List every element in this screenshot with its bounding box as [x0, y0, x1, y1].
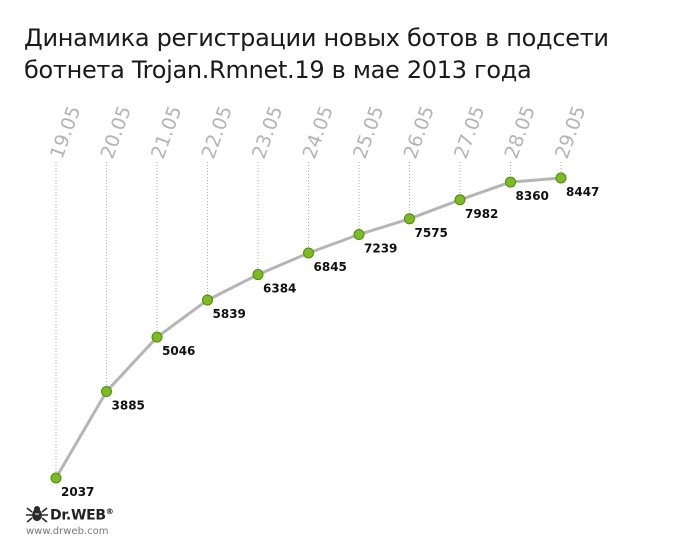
- data-point-24.05: [303, 247, 314, 259]
- data-point-21.05: [151, 331, 163, 343]
- x-tick-label: 21.05: [147, 103, 186, 162]
- data-points: [50, 172, 567, 484]
- brand-trademark: ®: [105, 507, 114, 516]
- data-label-29.05: 8447: [566, 185, 599, 199]
- data-point-25.05: [353, 229, 365, 241]
- data-label-21.05: 5046: [162, 344, 195, 358]
- x-tick-label: 19.05: [46, 103, 85, 162]
- chart-title: Динамика регистрации новых ботов в подсе…: [24, 22, 654, 86]
- data-point-29.05: [555, 172, 567, 184]
- data-point-27.05: [454, 194, 466, 206]
- x-tick-label: 28.05: [501, 103, 540, 162]
- brand-name: Dr.WEB®: [50, 507, 114, 524]
- data-label-24.05: 6845: [314, 260, 347, 274]
- data-label-26.05: 7575: [415, 226, 448, 240]
- data-label-28.05: 8360: [516, 189, 549, 203]
- spider-icon: [26, 506, 48, 523]
- x-tick-label: 29.05: [551, 103, 590, 162]
- line-chart: 19.05 20.05 21.05 22.05 23.05 24.05 25.05 26.05…: [46, 103, 599, 499]
- data-point-26.05: [404, 213, 415, 225]
- grid-lines: [55, 162, 562, 478]
- data-point-19.05: [50, 472, 62, 484]
- data-label-23.05: 6384: [263, 282, 296, 296]
- x-tick-label: 27.05: [450, 103, 489, 162]
- data-point-23.05: [252, 269, 264, 281]
- x-tick-label: 20.05: [97, 103, 136, 162]
- data-label-25.05: 7239: [364, 242, 397, 256]
- data-point-22.05: [202, 294, 213, 306]
- chart-title-line-2: ботнета Trojan.Rmnet.19 в мае 2013 года: [24, 56, 532, 84]
- x-tick-label: 24.05: [299, 103, 338, 162]
- brand-url: www.drweb.com: [26, 526, 109, 537]
- data-label-20.05: 3885: [112, 399, 145, 413]
- x-tick-label: 26.05: [400, 103, 439, 162]
- x-tick-labels: 19.05 20.05 21.05 22.05 23.05 24.05 25.05 26.05…: [46, 103, 590, 162]
- x-tick-label: 23.05: [248, 103, 287, 162]
- data-label-19.05: 2037: [61, 485, 94, 499]
- data-labels: 2037 3885 5046 5839 6384 6845 7239 7575 7982 8360…: [61, 185, 599, 499]
- x-tick-label: 25.05: [349, 103, 388, 162]
- data-label-27.05: 7982: [465, 207, 498, 221]
- data-label-22.05: 5839: [213, 307, 246, 321]
- data-point-20.05: [101, 386, 112, 398]
- data-point-28.05: [505, 176, 516, 188]
- x-tick-label: 22.05: [198, 103, 237, 162]
- drweb-logo: Dr.WEB® www.drweb.com: [26, 504, 186, 544]
- chart-title-line-1: Динамика регистрации новых ботов в подсе…: [24, 24, 609, 52]
